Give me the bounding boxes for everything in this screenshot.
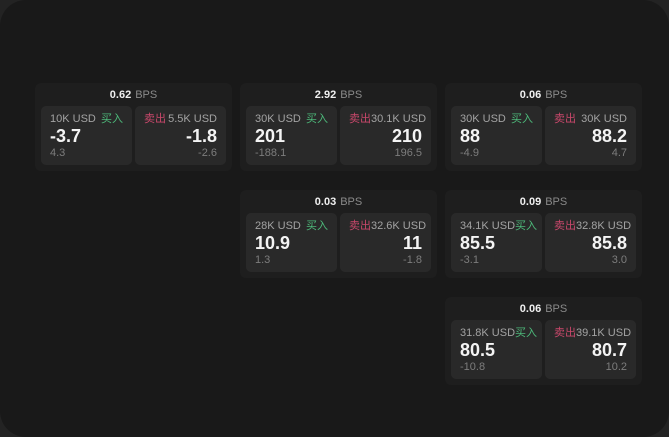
bps-value: 0.06 bbox=[519, 302, 542, 315]
buy-side-label: 买入 bbox=[101, 113, 123, 125]
bps-header: 0.06 BPS bbox=[445, 297, 642, 320]
sell-price: 85.8 bbox=[591, 233, 627, 253]
buy-side-label: 买入 bbox=[515, 327, 538, 339]
bps-unit-label: BPS bbox=[340, 195, 363, 208]
sell-change: 196.5 bbox=[394, 147, 422, 159]
bps-value: 0.62 bbox=[109, 88, 132, 101]
buy-side-label: 买入 bbox=[306, 220, 328, 232]
bps-header: 0.62 BPS bbox=[35, 83, 232, 106]
buy-price: 85.5 bbox=[460, 233, 496, 253]
sell-amount: 32.6K USD bbox=[371, 220, 427, 232]
bps-unit-label: BPS bbox=[545, 302, 568, 315]
sell-amount: 30.1K USD bbox=[371, 113, 427, 125]
buy-change: -3.1 bbox=[460, 254, 479, 266]
bps-header: 0.09 BPS bbox=[445, 190, 642, 213]
bps-header: 2.92 BPS bbox=[240, 83, 437, 106]
quote-cards-grid: 0.62 BPS 10K USD 买入 -3.7 4.3 卖出 5.5K USD bbox=[35, 83, 642, 385]
sell-side-label: 卖出 bbox=[349, 113, 371, 125]
quote-card[interactable]: 0.06 BPS 31.8K USD 买入 80.5 -10.8 卖出 39.1… bbox=[445, 297, 642, 385]
bps-value: 0.03 bbox=[314, 195, 337, 208]
sell-price: 210 bbox=[391, 126, 422, 146]
buy-pane[interactable]: 28K USD 买入 10.9 1.3 bbox=[246, 213, 337, 272]
buy-price: 80.5 bbox=[460, 340, 496, 360]
sell-side-label: 卖出 bbox=[349, 220, 371, 232]
sell-pane[interactable]: 卖出 30.1K USD 210 196.5 bbox=[340, 106, 431, 165]
buy-side-label: 买入 bbox=[306, 113, 328, 125]
sell-amount: 30K USD bbox=[581, 113, 627, 125]
sell-price: 88.2 bbox=[591, 126, 627, 146]
sell-amount: 32.8K USD bbox=[576, 220, 632, 232]
sell-change: 3.0 bbox=[611, 254, 627, 266]
buy-pane[interactable]: 31.8K USD 买入 80.5 -10.8 bbox=[451, 320, 542, 379]
bps-unit-label: BPS bbox=[545, 195, 568, 208]
buy-change: -10.8 bbox=[460, 361, 486, 373]
buy-amount: 28K USD bbox=[255, 220, 301, 232]
sell-change: -2.6 bbox=[198, 147, 217, 159]
buy-amount: 30K USD bbox=[255, 113, 301, 125]
sell-side-label: 卖出 bbox=[144, 113, 166, 125]
quote-card[interactable]: 0.09 BPS 34.1K USD 买入 85.5 -3.1 卖出 32.8K… bbox=[445, 190, 642, 278]
buy-price: -3.7 bbox=[50, 126, 82, 146]
buy-side-label: 买入 bbox=[511, 113, 533, 125]
bps-unit-label: BPS bbox=[340, 88, 363, 101]
sell-change: 4.7 bbox=[611, 147, 627, 159]
bps-unit-label: BPS bbox=[545, 88, 568, 101]
buy-pane[interactable]: 30K USD 买入 201 -188.1 bbox=[246, 106, 337, 165]
bps-value: 2.92 bbox=[314, 88, 337, 101]
buy-amount: 31.8K USD bbox=[460, 327, 516, 339]
buy-amount: 30K USD bbox=[460, 113, 506, 125]
buy-change: 1.3 bbox=[255, 254, 271, 266]
sell-price: 11 bbox=[402, 233, 422, 253]
sell-side-label: 卖出 bbox=[554, 113, 576, 125]
sell-pane[interactable]: 卖出 30K USD 88.2 4.7 bbox=[545, 106, 636, 165]
sell-side-label: 卖出 bbox=[554, 220, 576, 232]
bps-value: 0.09 bbox=[519, 195, 542, 208]
sell-pane[interactable]: 卖出 5.5K USD -1.8 -2.6 bbox=[135, 106, 226, 165]
buy-change: -188.1 bbox=[255, 147, 287, 159]
buy-side-label: 买入 bbox=[515, 220, 538, 232]
buy-change: 4.3 bbox=[50, 147, 66, 159]
buy-pane[interactable]: 30K USD 买入 88 -4.9 bbox=[451, 106, 542, 165]
sell-price: -1.8 bbox=[185, 126, 217, 146]
bps-header: 0.03 BPS bbox=[240, 190, 437, 213]
buy-amount: 34.1K USD bbox=[460, 220, 516, 232]
sell-pane[interactable]: 卖出 39.1K USD 80.7 10.2 bbox=[545, 320, 636, 379]
buy-amount: 10K USD bbox=[50, 113, 96, 125]
quote-card[interactable]: 2.92 BPS 30K USD 买入 201 -188.1 卖出 30.1K … bbox=[240, 83, 437, 171]
sell-pane[interactable]: 卖出 32.6K USD 11 -1.8 bbox=[340, 213, 431, 272]
sell-amount: 39.1K USD bbox=[576, 327, 632, 339]
buy-pane[interactable]: 34.1K USD 买入 85.5 -3.1 bbox=[451, 213, 542, 272]
sell-change: -1.8 bbox=[403, 254, 422, 266]
sell-amount: 5.5K USD bbox=[168, 113, 217, 125]
bps-value: 0.06 bbox=[519, 88, 542, 101]
quote-card[interactable]: 0.03 BPS 28K USD 买入 10.9 1.3 卖出 32.6K US… bbox=[240, 190, 437, 278]
bps-header: 0.06 BPS bbox=[445, 83, 642, 106]
sell-price: 80.7 bbox=[591, 340, 627, 360]
buy-price: 10.9 bbox=[255, 233, 291, 253]
sell-side-label: 卖出 bbox=[554, 327, 576, 339]
quote-card[interactable]: 0.06 BPS 30K USD 买入 88 -4.9 卖出 30K USD bbox=[445, 83, 642, 171]
buy-price: 88 bbox=[460, 126, 481, 146]
buy-pane[interactable]: 10K USD 买入 -3.7 4.3 bbox=[41, 106, 132, 165]
sell-pane[interactable]: 卖出 32.8K USD 85.8 3.0 bbox=[545, 213, 636, 272]
buy-price: 201 bbox=[255, 126, 286, 146]
sell-change: 10.2 bbox=[605, 361, 627, 373]
bps-unit-label: BPS bbox=[135, 88, 158, 101]
quote-card[interactable]: 0.62 BPS 10K USD 买入 -3.7 4.3 卖出 5.5K USD bbox=[35, 83, 232, 171]
buy-change: -4.9 bbox=[460, 147, 479, 159]
